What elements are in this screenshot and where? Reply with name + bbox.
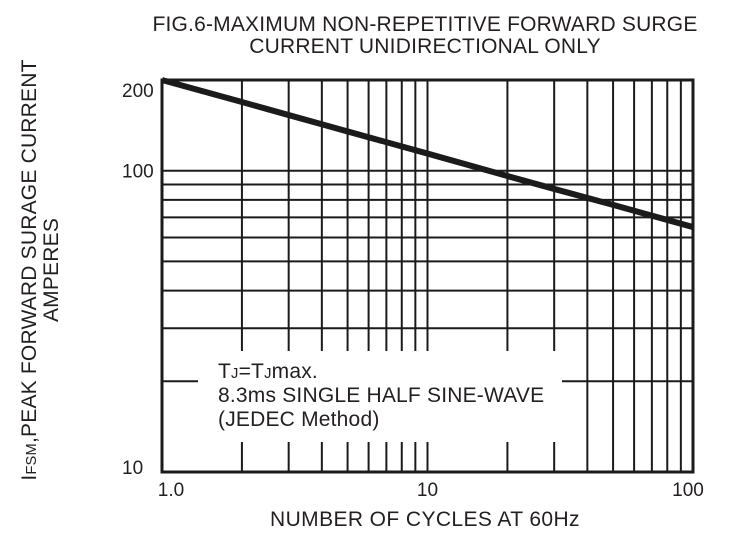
- y-axis-label-line2: AMPERES: [40, 217, 63, 323]
- tj-subscript-2: J: [264, 366, 272, 382]
- y-axis-label-subscript: FSM: [24, 443, 40, 475]
- note-line3: (JEDEC Method): [218, 408, 380, 431]
- chart-title-line2: CURRENT UNIDIRECTIONAL ONLY: [249, 35, 601, 58]
- note-line2: 8.3ms SINGLE HALF SINE-WAVE: [218, 384, 545, 407]
- chart-title: FIG.6-MAXIMUM NON-REPETITIVE FORWARD SUR…: [100, 14, 750, 58]
- tj-subscript-1: J: [231, 366, 239, 382]
- y-tick-label: 200: [122, 81, 154, 102]
- note-line1: TJ=TJmax.: [218, 360, 318, 383]
- plot-frame: [160, 78, 695, 474]
- y-axis-label: IFSM,PEAK FORWARD SURAGE CURRENT AMPERES: [18, 10, 63, 530]
- chart-title-line1: FIG.6-MAXIMUM NON-REPETITIVE FORWARD SUR…: [152, 13, 698, 36]
- surge-current-curve: [161, 77, 694, 230]
- x-tick-label: 10: [417, 480, 438, 501]
- x-axis-label: NUMBER OF CYCLES AT 60Hz: [270, 508, 580, 531]
- y-tick-label: 10: [122, 458, 143, 479]
- test-conditions-note: TJ=TJmax. 8.3ms SINGLE HALF SINE-WAVE (J…: [198, 351, 563, 442]
- y-axis-label-line1: IFSM,PEAK FORWARD SURAGE CURRENT: [18, 59, 41, 481]
- x-tick-label: 100: [672, 480, 704, 501]
- x-tick-label: 1.0: [158, 480, 184, 501]
- y-tick-label: 100: [122, 162, 154, 183]
